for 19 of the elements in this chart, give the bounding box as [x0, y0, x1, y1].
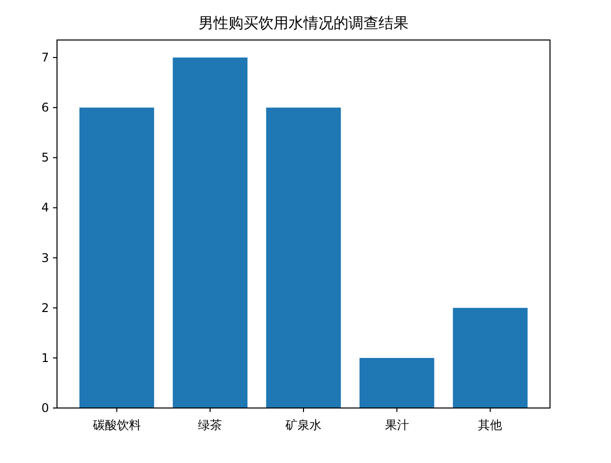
x-tick-label: 碳酸饮料 [92, 418, 141, 432]
chart-title: 男性购买饮用水情况的调查结果 [198, 14, 408, 32]
bar [452, 308, 528, 408]
bar [172, 58, 248, 408]
bar [79, 108, 154, 408]
y-tick-label: 6 [41, 100, 49, 115]
y-tick-label: 3 [41, 250, 49, 265]
x-tick-label: 绿茶 [198, 418, 222, 432]
x-tick-label: 其他 [478, 418, 502, 432]
y-tick-label: 1 [41, 350, 49, 365]
y-tick-label: 5 [41, 150, 49, 165]
y-tick-label: 2 [41, 300, 49, 315]
y-tick-label: 7 [41, 50, 49, 65]
bar [360, 358, 434, 408]
y-tick-label: 0 [41, 401, 49, 415]
y-tick-label: 4 [41, 200, 49, 215]
x-tick-label: 矿泉水 [284, 418, 322, 432]
x-tick-label: 果汁 [384, 418, 409, 432]
bar [266, 108, 341, 408]
